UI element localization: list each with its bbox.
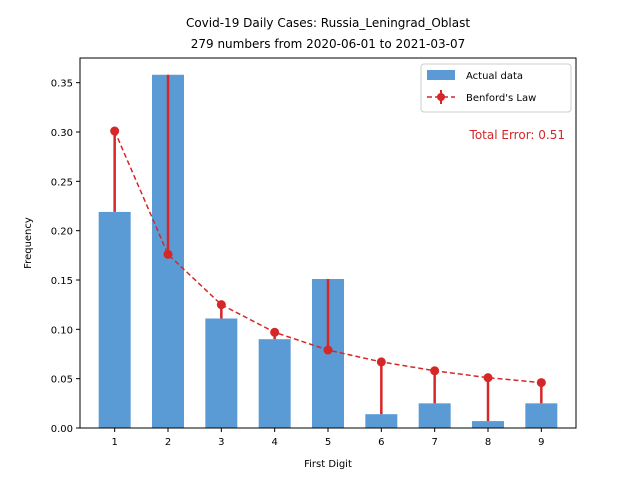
bar-digit-9 [525, 403, 558, 428]
bar-digit-6 [365, 414, 398, 428]
plot-area: 1 2 3 4 5 6 7 8 9 0.00 0.05 0.10 0.15 0.20 0.25 0.30 0.3… [51, 74, 558, 448]
x-tick-label: 9 [538, 437, 544, 448]
benford-point-digit-6 [376, 357, 386, 367]
y-tick-label: 0.35 [51, 79, 73, 90]
legend-label-actual: Actual data [466, 71, 523, 82]
bar-digit-4 [258, 339, 291, 428]
y-tick-label: 0.25 [51, 177, 73, 188]
y-tick-label: 0.30 [51, 128, 73, 139]
benford-point-digit-5 [323, 345, 333, 355]
x-axis-label: First Digit [304, 459, 352, 470]
y-tick-label: 0.20 [51, 227, 73, 238]
benford-point-digit-4 [270, 327, 280, 337]
legend-label-benford: Benford's Law [466, 93, 536, 104]
y-axis-label: Frequency [23, 217, 34, 269]
legend: Actual data Benford's Law [420, 63, 572, 113]
y-tick-label: 0.10 [51, 325, 73, 336]
x-tick-label: 5 [325, 437, 331, 448]
x-tick-label: 7 [431, 437, 437, 448]
benford-point-digit-9 [536, 378, 546, 388]
x-tick-label: 8 [485, 437, 491, 448]
bar-digit-8 [472, 421, 504, 428]
x-tick-label: 2 [165, 437, 171, 448]
bar-digit-3 [205, 318, 238, 428]
legend-marker-swatch [437, 93, 445, 101]
legend-bar-swatch [427, 70, 455, 80]
y-tick-label: 0.05 [51, 375, 73, 386]
benford-point-digit-8 [483, 373, 493, 383]
legend-box [420, 63, 572, 113]
y-tick-label: 0.00 [51, 424, 73, 435]
benford-point-digit-7 [430, 366, 440, 376]
x-tick-label: 3 [218, 437, 224, 448]
bar-digit-1 [98, 211, 131, 428]
x-tick-label: 4 [271, 437, 277, 448]
chart-subtitle: 279 numbers from 2020-06-01 to 2021-03-0… [191, 37, 466, 51]
benford-point-digit-1 [110, 126, 120, 136]
benford-point-digit-3 [216, 300, 226, 310]
axes-frame [79, 57, 577, 429]
chart-title: Covid-19 Daily Cases: Russia_Leningrad_O… [186, 16, 470, 30]
benford-point-digit-2 [163, 249, 173, 259]
total-error-annotation: Total Error: 0.51 [469, 128, 565, 142]
y-tick-label: 0.15 [51, 276, 73, 287]
bar-digit-7 [418, 403, 451, 428]
x-tick-label: 1 [111, 437, 117, 448]
x-tick-label: 6 [378, 437, 384, 448]
